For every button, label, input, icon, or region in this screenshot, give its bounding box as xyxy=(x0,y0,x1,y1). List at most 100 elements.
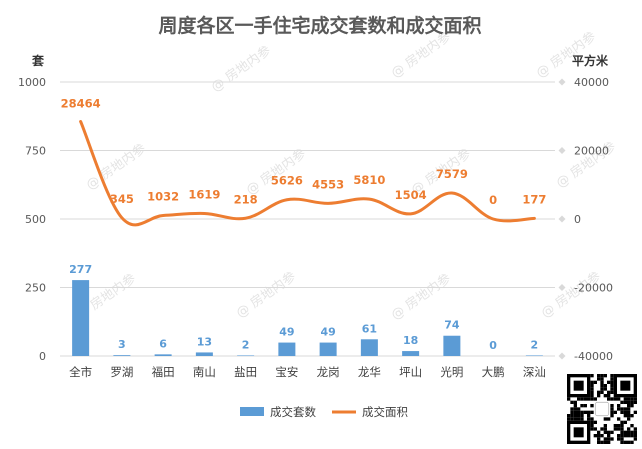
qr-module xyxy=(633,430,637,434)
line-value-label: 5810 xyxy=(353,173,385,187)
qr-module xyxy=(630,404,634,408)
qr-module xyxy=(587,397,591,401)
qr-module xyxy=(610,410,614,414)
qr-module xyxy=(620,400,624,404)
qr-module xyxy=(633,427,637,431)
qr-module xyxy=(620,430,624,434)
qr-module xyxy=(633,397,637,401)
line-value-label: 28464 xyxy=(61,97,101,111)
qr-finder-core xyxy=(573,380,584,391)
bars xyxy=(72,280,543,356)
qr-module xyxy=(573,414,577,418)
qr-module xyxy=(583,397,587,401)
category-label: 宝安 xyxy=(275,365,298,379)
qr-module xyxy=(603,394,607,398)
right-tick-label: -40000 xyxy=(574,350,613,363)
qr-module xyxy=(590,410,594,414)
right-axis-unit: 平方米 xyxy=(572,53,609,68)
qr-module xyxy=(600,434,604,438)
qr-module xyxy=(590,417,594,421)
qr-module xyxy=(570,400,574,404)
qr-module xyxy=(623,434,627,438)
category-labels: 全市 罗湖 福田 南山 盐田 宝安 龙岗 龙华 坪山 光明 大鹏 深汕 xyxy=(69,365,546,379)
qr-module xyxy=(623,430,627,434)
bar-value-label: 13 xyxy=(197,335,212,348)
qr-module xyxy=(607,437,611,441)
watermark-text: @ 房地内参 xyxy=(83,141,149,194)
watermark-text: @ 房地内参 xyxy=(233,269,299,322)
qr-module xyxy=(633,434,637,438)
bar-value-label: 18 xyxy=(403,334,418,347)
qr-module xyxy=(623,410,627,414)
line-value-label: 4553 xyxy=(312,177,344,191)
qr-module xyxy=(593,397,597,401)
qr-module xyxy=(570,407,574,411)
qr-module xyxy=(613,424,617,428)
qr-module xyxy=(620,420,624,424)
qr-module xyxy=(610,390,614,394)
line-value-label: 218 xyxy=(234,192,258,206)
area-line xyxy=(79,120,536,227)
line-value-label: 345 xyxy=(110,192,134,206)
watermark-text: @ 房地内参 xyxy=(538,269,604,322)
qr-module xyxy=(603,430,607,434)
left-tick-label: 250 xyxy=(25,282,46,295)
right-tick-marker xyxy=(558,352,566,360)
qr-module xyxy=(613,410,617,414)
qr-module xyxy=(590,404,594,408)
bar-龙岗 xyxy=(319,342,337,356)
bar-龙华 xyxy=(360,339,378,356)
line-labels: 28464 345 1032 1619 218 5626 4553 5810 1504 7579 0… xyxy=(61,97,547,207)
qr-module xyxy=(627,400,631,404)
bar-全市 xyxy=(72,280,90,356)
category-label: 龙华 xyxy=(358,365,381,379)
qr-module xyxy=(627,417,631,421)
qr-center-logo xyxy=(594,401,610,417)
bar-value-label: 2 xyxy=(531,338,539,351)
chart-title: 周度各区一手住宅成交套数和成交面积 xyxy=(158,14,481,37)
qr-module xyxy=(570,417,574,421)
right-tick-label: 40000 xyxy=(574,76,609,89)
qr-module xyxy=(627,404,631,408)
qr-module xyxy=(597,377,601,381)
qr-module xyxy=(587,414,591,418)
qr-module xyxy=(590,390,594,394)
qr-module xyxy=(630,430,634,434)
qr-module xyxy=(617,434,621,438)
category-label: 坪山 xyxy=(399,365,422,379)
qr-module xyxy=(623,414,627,418)
qr-module xyxy=(633,410,637,414)
qr-module xyxy=(600,440,604,444)
bar-value-label: 277 xyxy=(69,263,92,276)
qr-module xyxy=(607,440,611,444)
qr-module xyxy=(603,440,607,444)
qr-module xyxy=(630,424,634,428)
qr-module xyxy=(610,437,614,441)
qr-module xyxy=(633,400,637,404)
qr-module xyxy=(630,414,634,418)
qr-module xyxy=(610,374,614,378)
bar-value-label: 0 xyxy=(489,339,497,352)
qr-module xyxy=(603,387,607,391)
bar-福田 xyxy=(154,354,172,356)
legend: 成交套数 成交面积 xyxy=(240,405,408,419)
qr-module xyxy=(607,430,611,434)
qr-module xyxy=(627,434,631,438)
qr-module xyxy=(607,417,611,421)
qr-module xyxy=(610,414,614,418)
bar-value-label: 2 xyxy=(242,338,250,351)
qr-module xyxy=(577,414,581,418)
qr-module xyxy=(577,410,581,414)
qr-module xyxy=(600,387,604,391)
qr-module xyxy=(603,384,607,388)
bar-value-label: 49 xyxy=(320,326,335,339)
bar-罗湖 xyxy=(113,355,131,356)
qr-module xyxy=(567,414,571,418)
qr-module xyxy=(603,427,607,431)
qr-module xyxy=(627,427,631,431)
qr-module xyxy=(597,430,601,434)
qr-finder-core xyxy=(620,380,631,391)
category-label: 全市 xyxy=(69,365,92,379)
left-tick-label: 750 xyxy=(25,145,46,158)
qr-module xyxy=(633,437,637,441)
